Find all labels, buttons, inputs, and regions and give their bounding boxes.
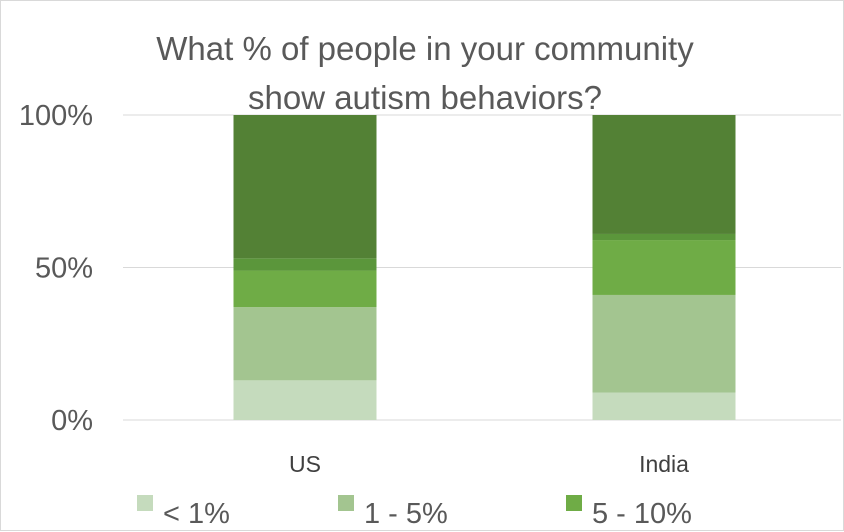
x-axis-ticks: US India xyxy=(289,451,689,477)
bar-us-segment-3 xyxy=(233,258,377,271)
bar-us-segment-0 xyxy=(233,380,377,420)
y-tick-label: 50% xyxy=(35,253,93,285)
bar-us-segment-1 xyxy=(233,307,377,381)
y-axis-ticks: 0% 50% 100% xyxy=(19,100,93,437)
y-tick-label: 100% xyxy=(19,100,93,132)
bar-india-segment-2 xyxy=(592,240,736,295)
bar-india-segment-0 xyxy=(592,392,736,420)
bar-india-segment-4 xyxy=(592,115,736,234)
legend: < 1% 1 - 5% 5 - 10% xyxy=(137,495,692,530)
bar-us-segment-4 xyxy=(233,115,377,259)
bars xyxy=(233,115,736,420)
chart-title-line-2: show autism behaviors? xyxy=(248,79,602,116)
legend-swatch xyxy=(566,495,582,511)
y-tick-label: 0% xyxy=(51,405,93,437)
chart-title-line-1: What % of people in your community xyxy=(156,30,694,67)
bar-india-segment-3 xyxy=(592,233,736,241)
x-tick-label: US xyxy=(289,451,321,477)
x-tick-label: India xyxy=(639,451,689,477)
bar-us-segment-2 xyxy=(233,270,377,308)
legend-label: < 1% xyxy=(163,498,230,530)
bar-india-segment-1 xyxy=(592,294,736,393)
legend-swatch xyxy=(338,495,354,511)
legend-label: 1 - 5% xyxy=(364,498,448,530)
legend-label: 5 - 10% xyxy=(592,498,692,530)
legend-swatch xyxy=(137,495,153,511)
